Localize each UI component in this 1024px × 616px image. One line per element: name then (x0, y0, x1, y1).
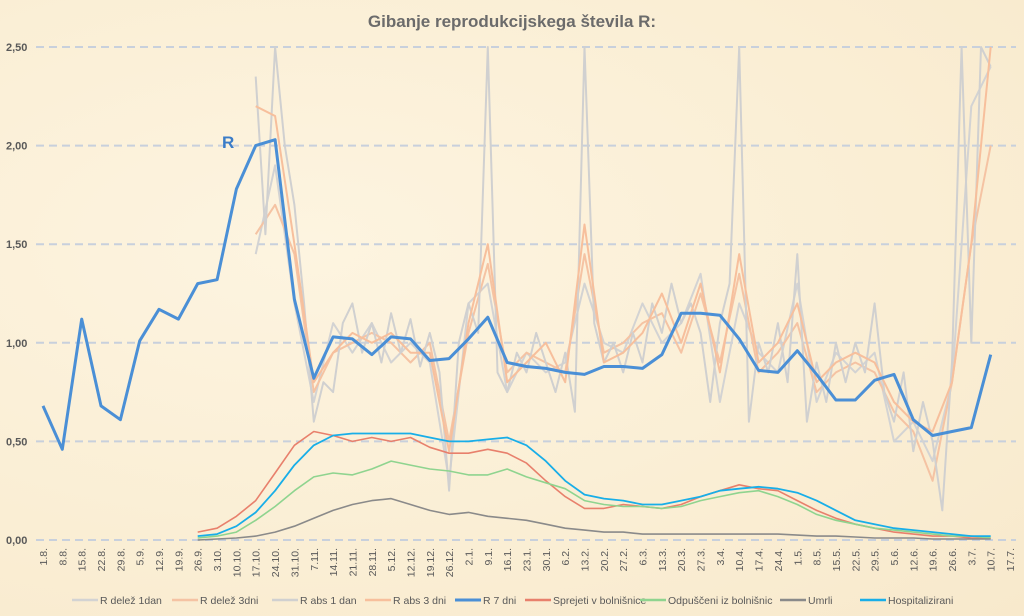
x-tick-label: 15.8. (77, 548, 89, 571)
legend-label: R 7 dni (483, 595, 516, 607)
x-tick-label: 9.1. (483, 548, 495, 566)
x-tick-label: 10.10. (231, 548, 243, 577)
x-tick-label: 24.10. (270, 548, 282, 577)
y-axis-ticks: 0,00 0,50 1,00 1,50 2,00 2,50 (6, 42, 27, 547)
x-tick-label: 29.8. (115, 548, 127, 571)
series-lines (41, 46, 993, 541)
legend-label: R delež 1dan (100, 595, 162, 607)
x-tick-label: 26.12. (444, 548, 456, 577)
x-tick-label: 20.3. (676, 548, 688, 571)
legend-label: Umrli (808, 595, 833, 607)
x-tick-label: 13.2. (580, 548, 592, 571)
x-tick-label: 13.3. (657, 548, 669, 571)
legend-label: Odpuščeni iz bolnišnic (668, 595, 772, 607)
x-tick-label: 5.12. (386, 548, 398, 571)
series-line-umrli (197, 497, 991, 541)
x-tick-label: 30.1. (541, 548, 553, 571)
x-tick-label: 5.9. (135, 548, 147, 566)
x-tick-label: 15.5. (831, 548, 843, 571)
x-tick-label: 29.5. (870, 548, 882, 571)
x-tick-label: 17.4. (754, 548, 766, 571)
x-tick-label: 12.12. (405, 548, 417, 577)
x-tick-label: 12.9. (154, 548, 166, 571)
series-line-odpu-eni-iz-bolni-nic (197, 460, 991, 539)
x-tick-label: 1.8. (38, 548, 50, 566)
x-tick-label: 8.5. (812, 548, 824, 566)
x-tick-label: 2.1. (463, 548, 475, 566)
y-tick-label: 0,50 (6, 436, 27, 448)
series-line-hospitalizirani (197, 432, 991, 537)
gridlines (36, 46, 1016, 541)
series-line-r-dele-3dni (254, 145, 992, 482)
x-tick-label: 20.2. (599, 548, 611, 571)
y-tick-label: 2,00 (6, 141, 27, 153)
series-line-r-dele-1dan (254, 66, 992, 482)
x-tick-label: 23.1. (522, 548, 534, 571)
x-tick-label: 5.6. (889, 548, 901, 566)
series-line-sprejeti-v-bolni-nice (197, 430, 991, 539)
x-tick-label: 14.11. (328, 548, 340, 576)
legend-label: Hospitalizirani (888, 595, 953, 607)
y-tick-label: 1,50 (6, 239, 27, 251)
x-tick-label: 28.11. (367, 548, 379, 576)
x-tick-label: 6.3. (638, 548, 650, 566)
y-tick-label: 0,00 (6, 535, 27, 547)
x-tick-label: 3.10. (212, 548, 224, 571)
x-tick-label: 19.9. (173, 548, 185, 571)
x-tick-label: 22.5. (850, 548, 862, 571)
x-tick-label: 10.4. (734, 548, 746, 571)
r-annotation: R (222, 133, 234, 152)
x-tick-label: 7.11. (309, 548, 321, 571)
legend-label: Sprejeti v bolnišnice (553, 595, 647, 607)
series-line-r-7-dni (41, 138, 993, 451)
x-tick-label: 6.2. (560, 548, 572, 566)
x-tick-label: 26.9. (193, 548, 205, 571)
legend-label: R delež 3dni (200, 595, 258, 607)
x-tick-label: 26.6. (947, 548, 959, 571)
x-tick-label: 10.7. (986, 548, 998, 571)
x-tick-label: 27.2. (618, 548, 630, 571)
x-tick-label: 3.7. (966, 548, 978, 566)
x-tick-label: 22.8. (96, 548, 108, 571)
legend: R delež 1dan R delež 3dni R abs 1 dan R abs… (72, 595, 953, 607)
x-tick-label: 19.12. (425, 548, 437, 577)
x-tick-label: 17.7. (1005, 548, 1017, 571)
x-tick-label: 16.1. (502, 548, 514, 571)
x-tick-label: 21.11. (347, 548, 359, 576)
x-tick-label: 19.6. (928, 548, 940, 571)
x-tick-label: 3.4. (715, 548, 727, 566)
x-tick-label: 12.6. (908, 548, 920, 571)
x-tick-label: 17.10. (251, 548, 263, 577)
x-tick-label: 27.3. (696, 548, 708, 571)
legend-label: R abs 3 dni (393, 595, 446, 607)
x-axis-ticks: 1.8. 8.8. 15.8. 22.8. 29.8. 5.9. 12.9. 19.9. 26.… (38, 548, 1017, 577)
chart-title: Gibanje reprodukcijskega števila R: (368, 12, 656, 31)
y-tick-label: 2,50 (6, 42, 27, 54)
x-tick-label: 8.8. (57, 548, 69, 566)
series-line-r-abs-3-dni (255, 46, 992, 453)
legend-label: R abs 1 dan (300, 595, 357, 607)
x-tick-label: 24.4. (773, 548, 785, 571)
x-tick-label: 31.10. (289, 548, 301, 577)
x-tick-label: 1.5. (792, 548, 804, 566)
y-tick-label: 1,00 (6, 338, 27, 350)
